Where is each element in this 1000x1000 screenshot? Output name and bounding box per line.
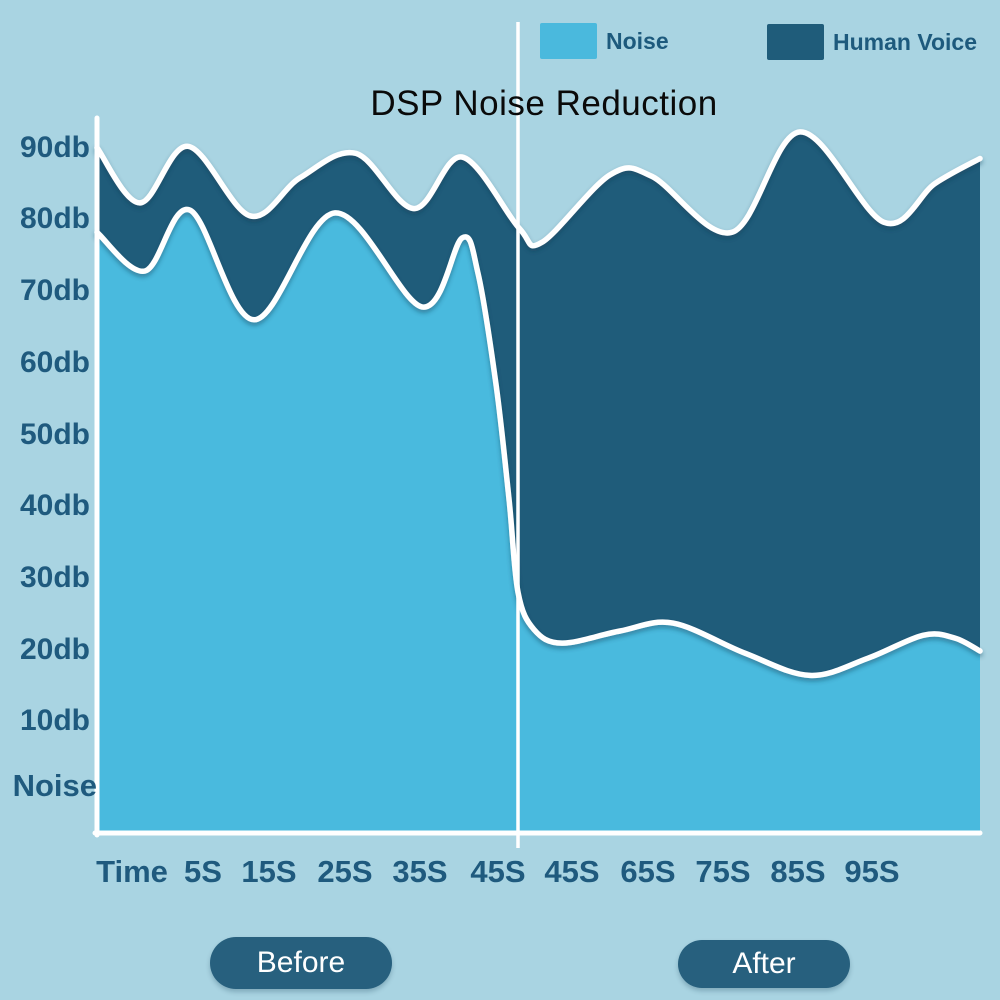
y-tick-label: 90db [19,130,90,164]
noise-area [97,209,980,833]
legend: Noise Human Voice [0,0,1000,70]
x-tick-label: 75S [695,854,751,889]
before-button[interactable]: Before [210,937,392,989]
y-tick-label: 50db [19,417,90,451]
y-tick-label: 10db [19,704,90,738]
noise-curve [94,206,983,679]
legend-item-noise: Noise [540,23,669,59]
x-axis-title: Time [96,854,168,889]
noise-legend-label: Noise [606,27,669,54]
x-tick-label: 85S [770,854,826,889]
x-tick-label: 25S [317,854,373,889]
x-tick-label: 65S [620,854,676,889]
chart-title: DSP Noise Reduction [370,84,718,123]
human-voice-legend-label: Human Voice [833,28,977,55]
y-tick-label: 30db [19,560,90,594]
after-button[interactable]: After [678,940,850,988]
legend-item-human-voice: Human Voice [767,24,977,60]
y-axis-title: Noise [12,768,97,803]
x-tick-label: 45S [470,854,526,889]
x-tick-label: 5S [184,854,222,889]
y-tick-label: 20db [19,632,90,666]
x-tick-label: 15S [241,854,297,889]
y-tick-label: 70db [19,274,90,308]
noise-swatch [540,23,597,59]
y-tick-label: 40db [19,489,90,523]
x-tick-label: 35S [392,854,448,889]
y-tick-label: 80db [19,202,90,236]
y-tick-label: 60db [19,345,90,379]
human-voice-swatch [767,24,824,60]
x-tick-label: 95S [844,854,900,889]
x-tick-label: 45S [544,854,600,889]
